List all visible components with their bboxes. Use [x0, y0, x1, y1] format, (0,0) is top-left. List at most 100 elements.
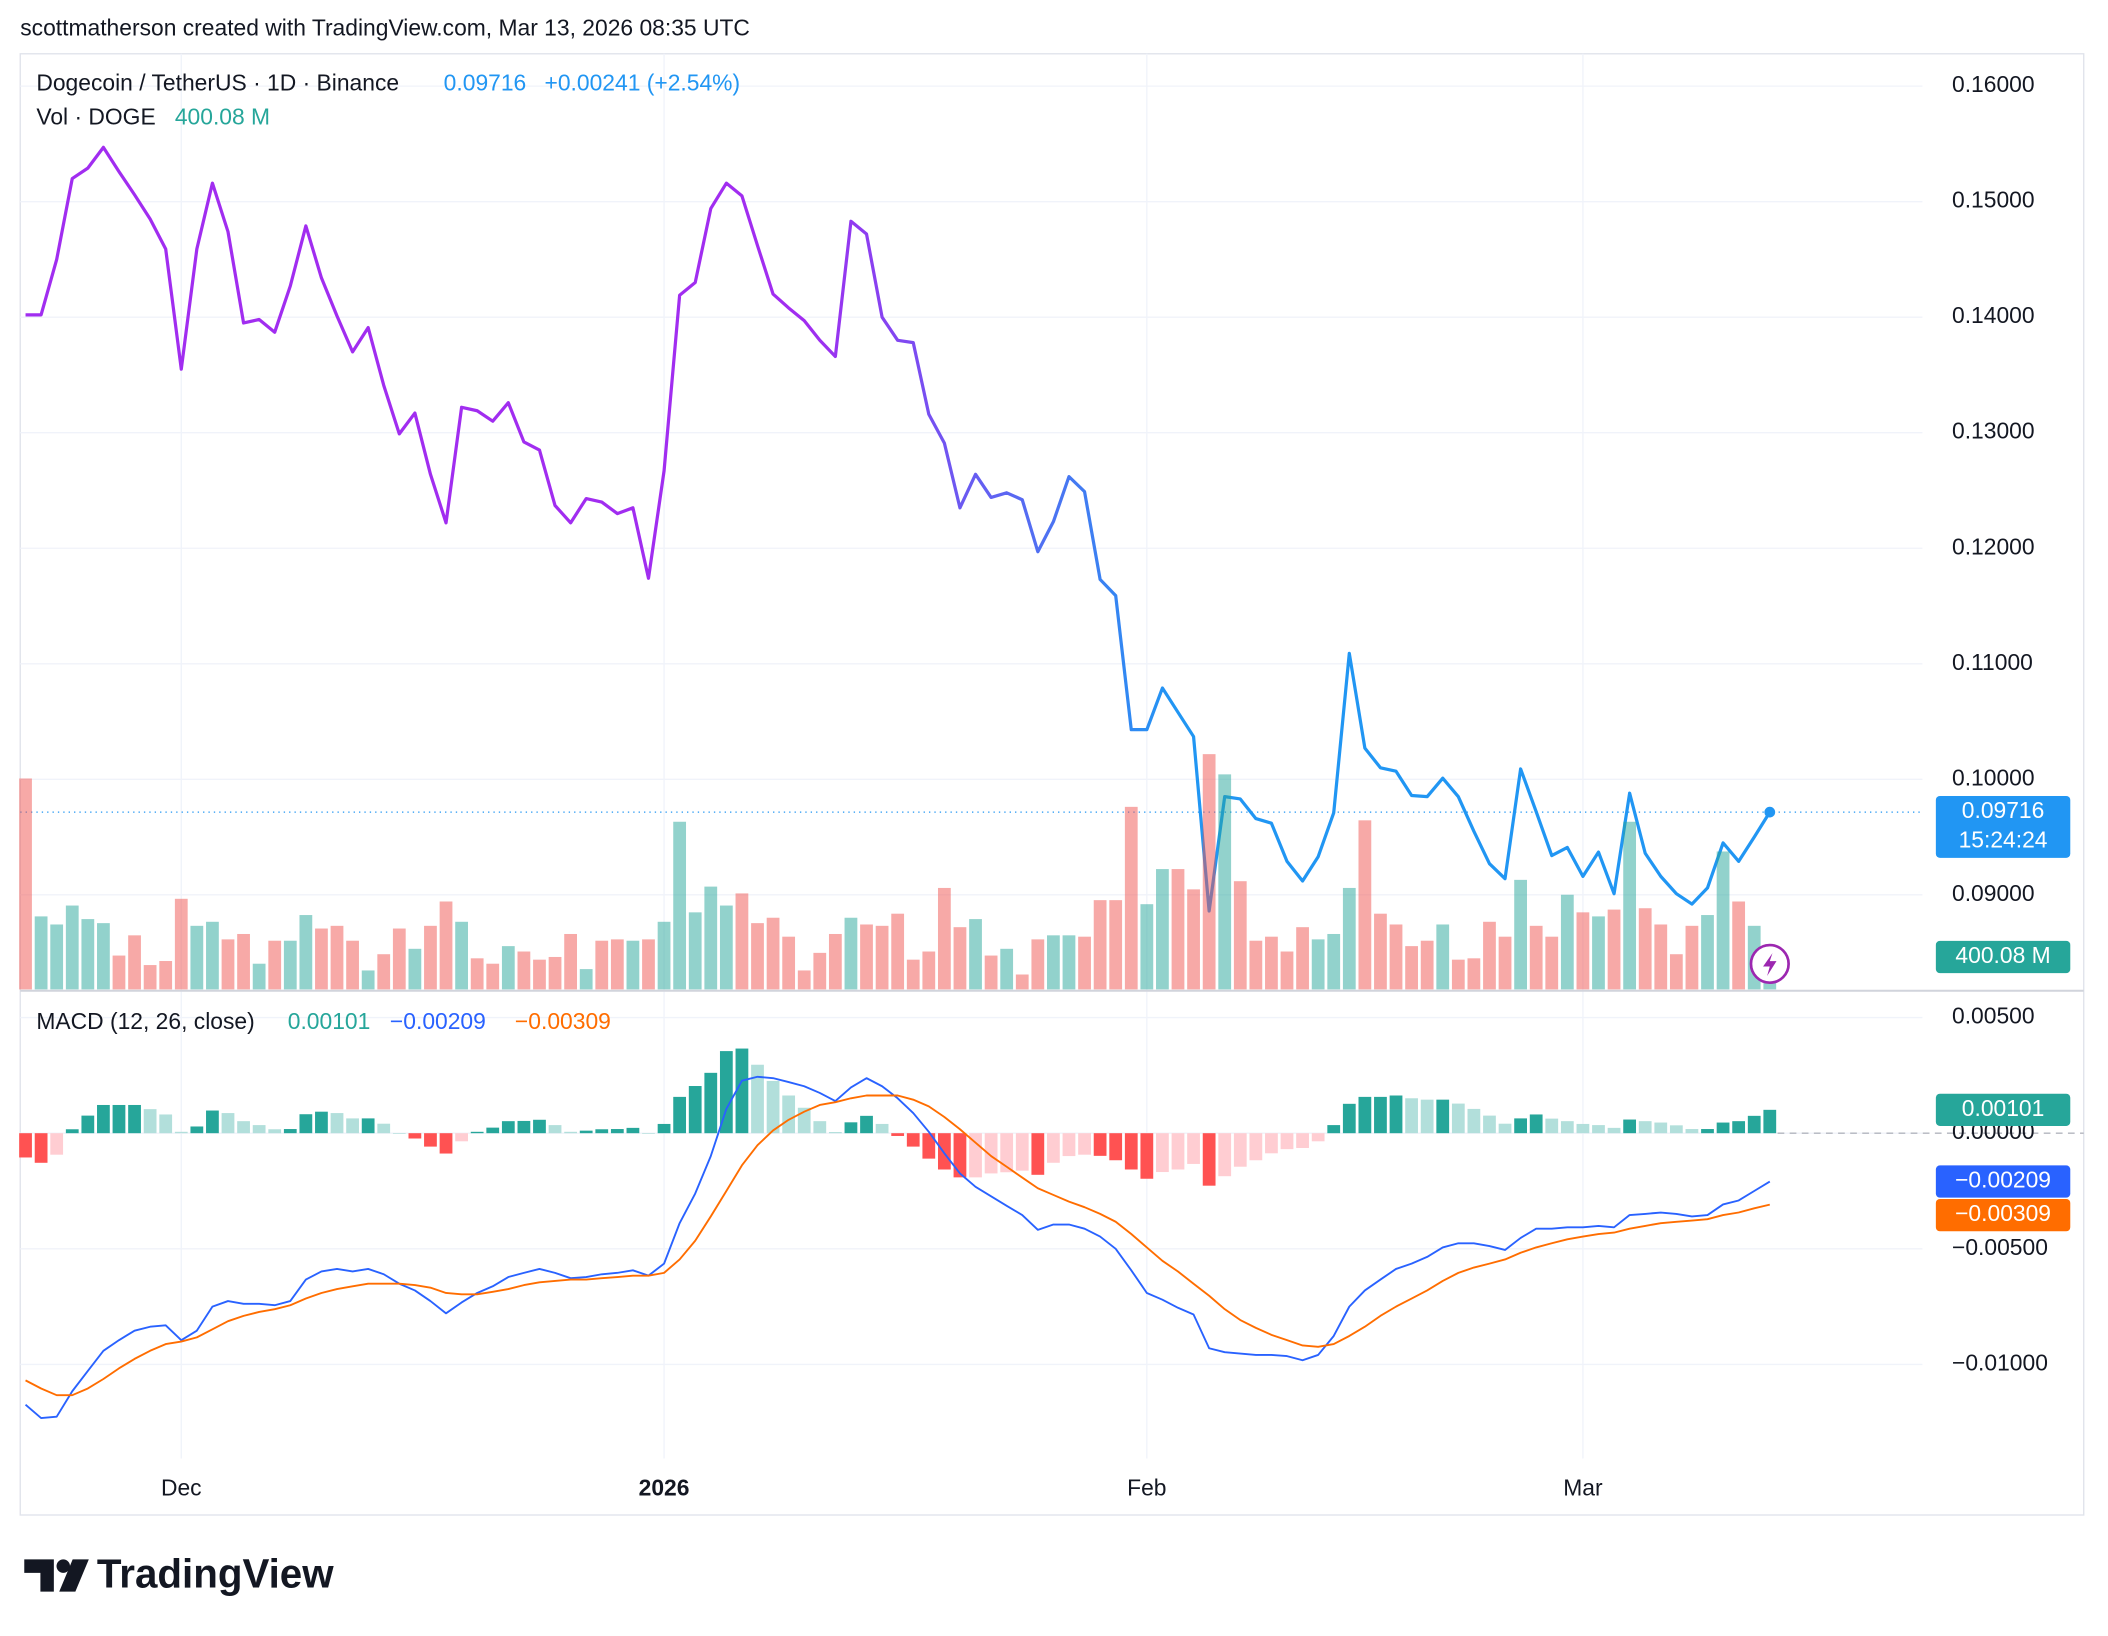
- y-tick-label: 0.14000: [1952, 302, 2035, 328]
- volume-bar: [548, 956, 562, 990]
- histogram-bar: [315, 1111, 328, 1134]
- histogram-bar: [626, 1127, 640, 1134]
- volume-bar: [1483, 921, 1496, 990]
- volume-bar: [1451, 959, 1465, 990]
- histogram-bar: [424, 1133, 437, 1147]
- volume-bar: [1467, 958, 1481, 990]
- volume-bar: [595, 940, 609, 990]
- histogram-bar: [704, 1072, 718, 1134]
- histogram-bar: [782, 1095, 796, 1134]
- volume-bar: [657, 921, 671, 990]
- volume-bar: [346, 940, 359, 990]
- histogram-bar: [953, 1133, 967, 1178]
- volume-bar: [517, 951, 531, 990]
- histogram-bar: [813, 1121, 827, 1134]
- y-tick-label: 0.13000: [1952, 418, 2035, 444]
- volume-bar: [1701, 915, 1714, 990]
- histogram-bar: [1047, 1133, 1060, 1163]
- volume-bar: [704, 886, 718, 990]
- volume-bar: [455, 921, 468, 990]
- histogram-bar: [190, 1126, 204, 1134]
- histogram-bar: [112, 1104, 126, 1134]
- macd-title: MACD (12, 26, close): [36, 1008, 254, 1034]
- volume-bar: [1358, 820, 1372, 990]
- y-tick-label: −0.01000: [1952, 1349, 2048, 1375]
- histogram-bar: [1607, 1127, 1621, 1134]
- volume-bar: [1062, 935, 1076, 990]
- volume-bar: [143, 965, 157, 990]
- histogram-bar: [34, 1133, 48, 1163]
- histogram-bar: [1701, 1129, 1714, 1134]
- last-price-dot: [1764, 806, 1776, 818]
- volume-bar: [610, 939, 624, 990]
- histogram-bar: [19, 1133, 32, 1158]
- volume-bar: [408, 948, 422, 990]
- indicator-bolt: [1763, 953, 1777, 976]
- volume-bar: [751, 923, 764, 990]
- volume-bar: [252, 963, 266, 990]
- histogram-bar: [377, 1123, 391, 1134]
- volume-bar: [1187, 889, 1200, 990]
- y-tick-label: 0.16000: [1952, 71, 2035, 97]
- volume-bar: [174, 898, 188, 990]
- volume-bar: [969, 919, 982, 990]
- volume-bar: [112, 955, 126, 990]
- volume-bar: [315, 928, 328, 990]
- y-tick-label: 0.09000: [1952, 880, 2035, 906]
- histogram-bar: [159, 1114, 173, 1134]
- histogram-bar: [1654, 1122, 1668, 1134]
- histogram-bar: [1031, 1133, 1045, 1175]
- volume-bar: [1078, 936, 1091, 990]
- y-tick-label: 0.12000: [1952, 533, 2035, 559]
- volume-bar: [1280, 951, 1294, 990]
- volume-bar: [1202, 754, 1216, 990]
- volume-bar: [860, 924, 873, 990]
- y-tick-label: 0.10000: [1952, 764, 2035, 790]
- volume-bar: [439, 901, 453, 990]
- price-badge-text: 0.09716: [1962, 797, 2045, 823]
- legend: Dogecoin / TetherUS · 1D · Binance 0.097…: [36, 70, 740, 1034]
- volume-bar: [984, 955, 998, 990]
- histogram-bar: [1109, 1133, 1123, 1161]
- logo-slash: [59, 1559, 89, 1592]
- volume-bar: [937, 887, 951, 990]
- volume-bar: [1498, 936, 1512, 990]
- volume-bar: [501, 946, 515, 990]
- volume-bar: [579, 969, 593, 990]
- volume-bar: [65, 905, 79, 990]
- histogram-bar: [984, 1133, 998, 1174]
- histogram-bar: [1763, 1109, 1777, 1134]
- histogram-bar: [1124, 1133, 1138, 1170]
- volume-bar: [1607, 909, 1621, 990]
- logo-mark: [24, 1559, 54, 1592]
- histogram-bar: [1327, 1125, 1341, 1134]
- histogram-bar: [1374, 1096, 1387, 1134]
- volume-bar: [1389, 924, 1403, 990]
- volume-bar: [1716, 851, 1730, 990]
- histogram-bar: [1358, 1096, 1372, 1134]
- histogram-bar: [922, 1133, 936, 1159]
- volume-bar: [1015, 974, 1029, 990]
- marks-layer: [19, 145, 2084, 1420]
- volume-bar: [828, 933, 842, 990]
- histogram-bar: [128, 1104, 141, 1134]
- volume-bar: [424, 925, 437, 990]
- histogram-bar: [97, 1104, 110, 1134]
- histogram-bar: [860, 1115, 873, 1134]
- histogram-bar: [346, 1118, 359, 1134]
- volume-bar: [1218, 774, 1232, 990]
- histogram-bar: [392, 1133, 406, 1134]
- volume-bar: [1545, 936, 1559, 990]
- macd-histogram-value: 0.00101: [288, 1008, 371, 1034]
- volume-bar: [1342, 887, 1356, 990]
- histogram-bar: [470, 1131, 484, 1134]
- histogram-bar: [579, 1130, 593, 1134]
- volume-bar: [1093, 900, 1107, 990]
- histogram-bar: [548, 1125, 562, 1134]
- histogram-bar: [330, 1113, 344, 1134]
- histogram-bar: [1156, 1133, 1169, 1173]
- histogram-bar: [221, 1113, 235, 1134]
- volume-bar: [906, 959, 920, 990]
